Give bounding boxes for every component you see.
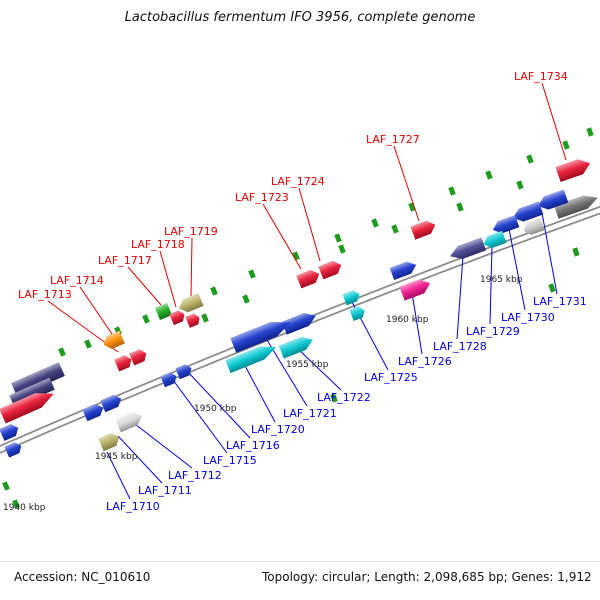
leader-line bbox=[190, 237, 193, 298]
feature-tick bbox=[562, 140, 570, 150]
leader-line bbox=[266, 339, 308, 407]
position-marker: 1950 kbp bbox=[194, 404, 237, 414]
leader-line bbox=[172, 379, 228, 454]
feature-tick bbox=[242, 294, 250, 304]
gene-label[interactable]: LAF_1713 bbox=[18, 288, 72, 301]
gene-label[interactable]: LAF_1729 bbox=[466, 325, 520, 338]
position-marker: 1945 kbp bbox=[95, 452, 138, 462]
feature-tick bbox=[408, 202, 416, 212]
feature-tick bbox=[456, 202, 464, 212]
gene-label[interactable]: LAF_1724 bbox=[271, 175, 325, 188]
leader-line bbox=[106, 451, 131, 500]
leader-line bbox=[159, 250, 177, 308]
gene-label[interactable]: LAF_1723 bbox=[235, 191, 289, 204]
gene-label[interactable]: LAF_1721 bbox=[283, 407, 337, 420]
leader-line bbox=[79, 286, 113, 335]
position-marker: 1955 kbp bbox=[286, 360, 329, 370]
feature-tick bbox=[371, 218, 379, 228]
gene-label[interactable]: LAF_1714 bbox=[50, 274, 104, 287]
leader-line bbox=[541, 82, 567, 161]
feature-tick bbox=[201, 313, 209, 323]
leader-line bbox=[489, 245, 493, 325]
position-marker: 1965 kbp bbox=[480, 275, 523, 285]
gene-label[interactable]: LAF_1712 bbox=[168, 469, 222, 482]
gene-label[interactable]: LAF_1711 bbox=[138, 484, 192, 497]
feature-tick bbox=[338, 244, 346, 254]
feature-tick bbox=[391, 224, 399, 234]
leader-line bbox=[186, 370, 251, 439]
page-title: Lactobacillus fermentum IFO 3956, comple… bbox=[124, 10, 476, 25]
position-marker: 1940 kbp bbox=[3, 503, 46, 513]
gene-label[interactable]: LAF_1715 bbox=[203, 454, 257, 467]
feature-tick bbox=[572, 247, 580, 257]
position-marker: 1960 kbp bbox=[386, 315, 429, 325]
leader-line bbox=[262, 203, 302, 270]
leader-line bbox=[298, 187, 321, 262]
leader-line bbox=[411, 292, 423, 355]
gene-label[interactable]: LAF_1722 bbox=[317, 391, 371, 404]
leader-line bbox=[127, 266, 162, 306]
feature-tick bbox=[12, 499, 20, 509]
feature-tick bbox=[586, 127, 594, 137]
gene-label[interactable]: LAF_1720 bbox=[251, 423, 305, 436]
gene-label[interactable]: LAF_1726 bbox=[398, 355, 452, 368]
gene-label[interactable]: LAF_1725 bbox=[364, 371, 418, 384]
leader-line bbox=[508, 228, 526, 311]
gene-label[interactable]: LAF_1717 bbox=[98, 254, 152, 267]
gene-label[interactable]: LAF_1719 bbox=[164, 225, 218, 238]
leader-line bbox=[456, 255, 464, 340]
topology-text: Topology: circular; Length: 2,098,685 bp… bbox=[262, 570, 592, 584]
feature-tick bbox=[210, 286, 218, 296]
gene-label[interactable]: LAF_1727 bbox=[366, 133, 420, 146]
feature-tick bbox=[292, 251, 300, 261]
feature-tick bbox=[142, 314, 150, 324]
feature-tick bbox=[2, 481, 10, 491]
leader-line bbox=[298, 349, 342, 391]
feature-tick bbox=[84, 339, 92, 349]
leader-line bbox=[242, 361, 276, 423]
gene-label[interactable]: LAF_1710 bbox=[106, 500, 160, 513]
feature-tick bbox=[448, 186, 456, 196]
gene-label[interactable]: LAF_1731 bbox=[533, 295, 587, 308]
feature-tick bbox=[516, 180, 524, 190]
feature-tick bbox=[526, 154, 534, 164]
gene-label[interactable]: LAF_1716 bbox=[226, 439, 280, 452]
leader-line bbox=[541, 212, 558, 295]
accession-text: Accession: NC_010610 bbox=[14, 570, 151, 584]
feature-tick bbox=[58, 347, 66, 357]
feature-tick bbox=[334, 233, 342, 243]
gene-label[interactable]: LAF_1730 bbox=[501, 311, 555, 324]
leader-line bbox=[130, 420, 193, 469]
feature-tick bbox=[330, 393, 338, 403]
status-bar: Accession: NC_010610 Topology: circular;… bbox=[0, 561, 600, 600]
gene-label[interactable]: LAF_1734 bbox=[514, 70, 568, 83]
feature-tick bbox=[248, 269, 256, 279]
leader-line bbox=[117, 435, 163, 484]
gene-label[interactable]: LAF_1728 bbox=[433, 340, 487, 353]
feature-tick bbox=[485, 170, 493, 180]
gene-label[interactable]: LAF_1718 bbox=[131, 238, 185, 251]
leader-line bbox=[393, 145, 420, 222]
feature-tick bbox=[548, 283, 556, 293]
